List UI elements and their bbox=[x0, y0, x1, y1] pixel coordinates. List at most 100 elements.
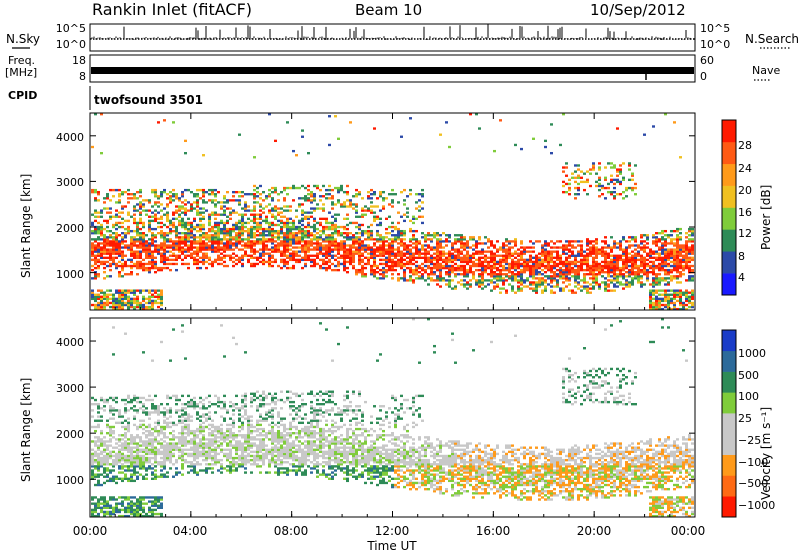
heat-cell bbox=[226, 238, 229, 240]
heat-cell bbox=[292, 187, 295, 189]
heat-cell bbox=[640, 261, 643, 263]
heat-cell bbox=[142, 240, 145, 242]
heat-cell bbox=[100, 420, 103, 422]
heat-cell bbox=[103, 257, 106, 259]
heat-cell bbox=[553, 250, 556, 252]
heat-cell bbox=[619, 283, 622, 285]
heat-cell bbox=[187, 236, 190, 238]
heat-cell bbox=[256, 195, 259, 197]
heat-cell bbox=[133, 244, 136, 246]
heat-cell bbox=[115, 463, 118, 465]
heat-cell bbox=[373, 265, 376, 267]
heat-cell bbox=[265, 234, 268, 236]
heat-cell bbox=[586, 242, 589, 244]
heat-cell bbox=[274, 140, 277, 142]
heat-cell bbox=[517, 265, 520, 267]
heat-cell bbox=[430, 246, 433, 248]
heat-cell bbox=[310, 212, 313, 214]
heat-cell bbox=[196, 193, 199, 195]
heat-cell bbox=[169, 240, 172, 242]
heat-cell bbox=[253, 218, 256, 220]
heat-cell bbox=[553, 265, 556, 267]
heat-cell bbox=[580, 259, 583, 261]
heat-cell bbox=[526, 279, 529, 281]
heat-cell bbox=[319, 265, 322, 267]
heat-cell bbox=[613, 265, 616, 267]
heat-cell bbox=[109, 199, 112, 201]
heat-cell bbox=[325, 246, 328, 248]
heat-cell bbox=[685, 246, 688, 248]
heat-cell bbox=[436, 244, 439, 246]
heat-cell bbox=[253, 234, 256, 236]
heat-cell bbox=[94, 505, 97, 507]
heat-cell bbox=[454, 242, 457, 244]
heat-cell bbox=[100, 212, 103, 214]
heat-cell bbox=[94, 230, 97, 232]
heat-cell bbox=[250, 236, 253, 238]
heat-cell bbox=[163, 257, 166, 259]
heat-cell bbox=[253, 201, 256, 203]
heat-cell bbox=[298, 232, 301, 234]
heat-cell bbox=[349, 205, 352, 207]
heat-cell bbox=[439, 246, 442, 248]
heat-cell bbox=[142, 298, 145, 300]
heat-cell bbox=[433, 232, 436, 234]
heat-cell bbox=[115, 238, 118, 240]
heat-cell bbox=[367, 261, 370, 263]
heat-cell bbox=[670, 271, 673, 273]
heat-cell bbox=[181, 259, 184, 261]
heat-cell bbox=[358, 224, 361, 226]
heat-cell bbox=[136, 289, 139, 291]
heat-cell bbox=[361, 230, 364, 232]
heat-cell bbox=[103, 306, 106, 308]
heat-cell bbox=[217, 259, 220, 261]
heat-cell bbox=[529, 273, 532, 275]
heat-cell bbox=[511, 267, 514, 269]
heat-cell bbox=[184, 226, 187, 228]
heat-cell bbox=[649, 265, 652, 267]
heat-cell bbox=[409, 271, 412, 273]
heat-cell bbox=[538, 257, 541, 259]
heat-cell bbox=[109, 289, 112, 291]
heat-cell bbox=[262, 228, 265, 230]
heat-cell bbox=[499, 261, 502, 263]
heat-cell bbox=[661, 269, 664, 271]
heat-cell bbox=[406, 279, 409, 281]
heat-cell bbox=[310, 199, 313, 201]
heat-cell bbox=[223, 197, 226, 199]
heat-cell bbox=[382, 250, 385, 252]
heat-cell bbox=[103, 263, 106, 265]
heat-cell bbox=[115, 257, 118, 259]
heat-cell bbox=[265, 244, 268, 246]
heat-cell bbox=[121, 212, 124, 214]
heat-cell bbox=[112, 455, 115, 457]
heat-cell bbox=[676, 267, 679, 269]
heat-cell bbox=[124, 244, 127, 246]
heat-cell bbox=[337, 246, 340, 248]
heat-cell bbox=[172, 255, 175, 257]
heat-cell bbox=[250, 248, 253, 250]
heat-cell bbox=[649, 294, 652, 296]
heat-cell bbox=[670, 257, 673, 259]
heat-cell bbox=[628, 253, 631, 255]
heat-cell bbox=[601, 269, 604, 271]
heat-cell bbox=[109, 302, 112, 304]
heat-cell bbox=[208, 257, 211, 259]
heat-cell bbox=[610, 259, 613, 261]
heat-cell bbox=[616, 265, 619, 267]
heat-cell bbox=[277, 199, 280, 201]
heat-cell bbox=[508, 275, 511, 277]
heat-cell bbox=[271, 246, 274, 248]
heat-cell bbox=[385, 236, 388, 238]
heat-cell bbox=[388, 250, 391, 252]
heat-cell bbox=[106, 511, 109, 513]
heat-cell bbox=[598, 269, 601, 271]
heat-cell bbox=[274, 248, 277, 250]
heat-cell bbox=[493, 263, 496, 265]
heat-cell bbox=[298, 228, 301, 230]
heat-cell bbox=[469, 261, 472, 263]
heat-cell bbox=[331, 269, 334, 271]
heat-cell bbox=[493, 277, 496, 279]
heat-cell bbox=[97, 455, 100, 457]
heat-cell bbox=[145, 240, 148, 242]
